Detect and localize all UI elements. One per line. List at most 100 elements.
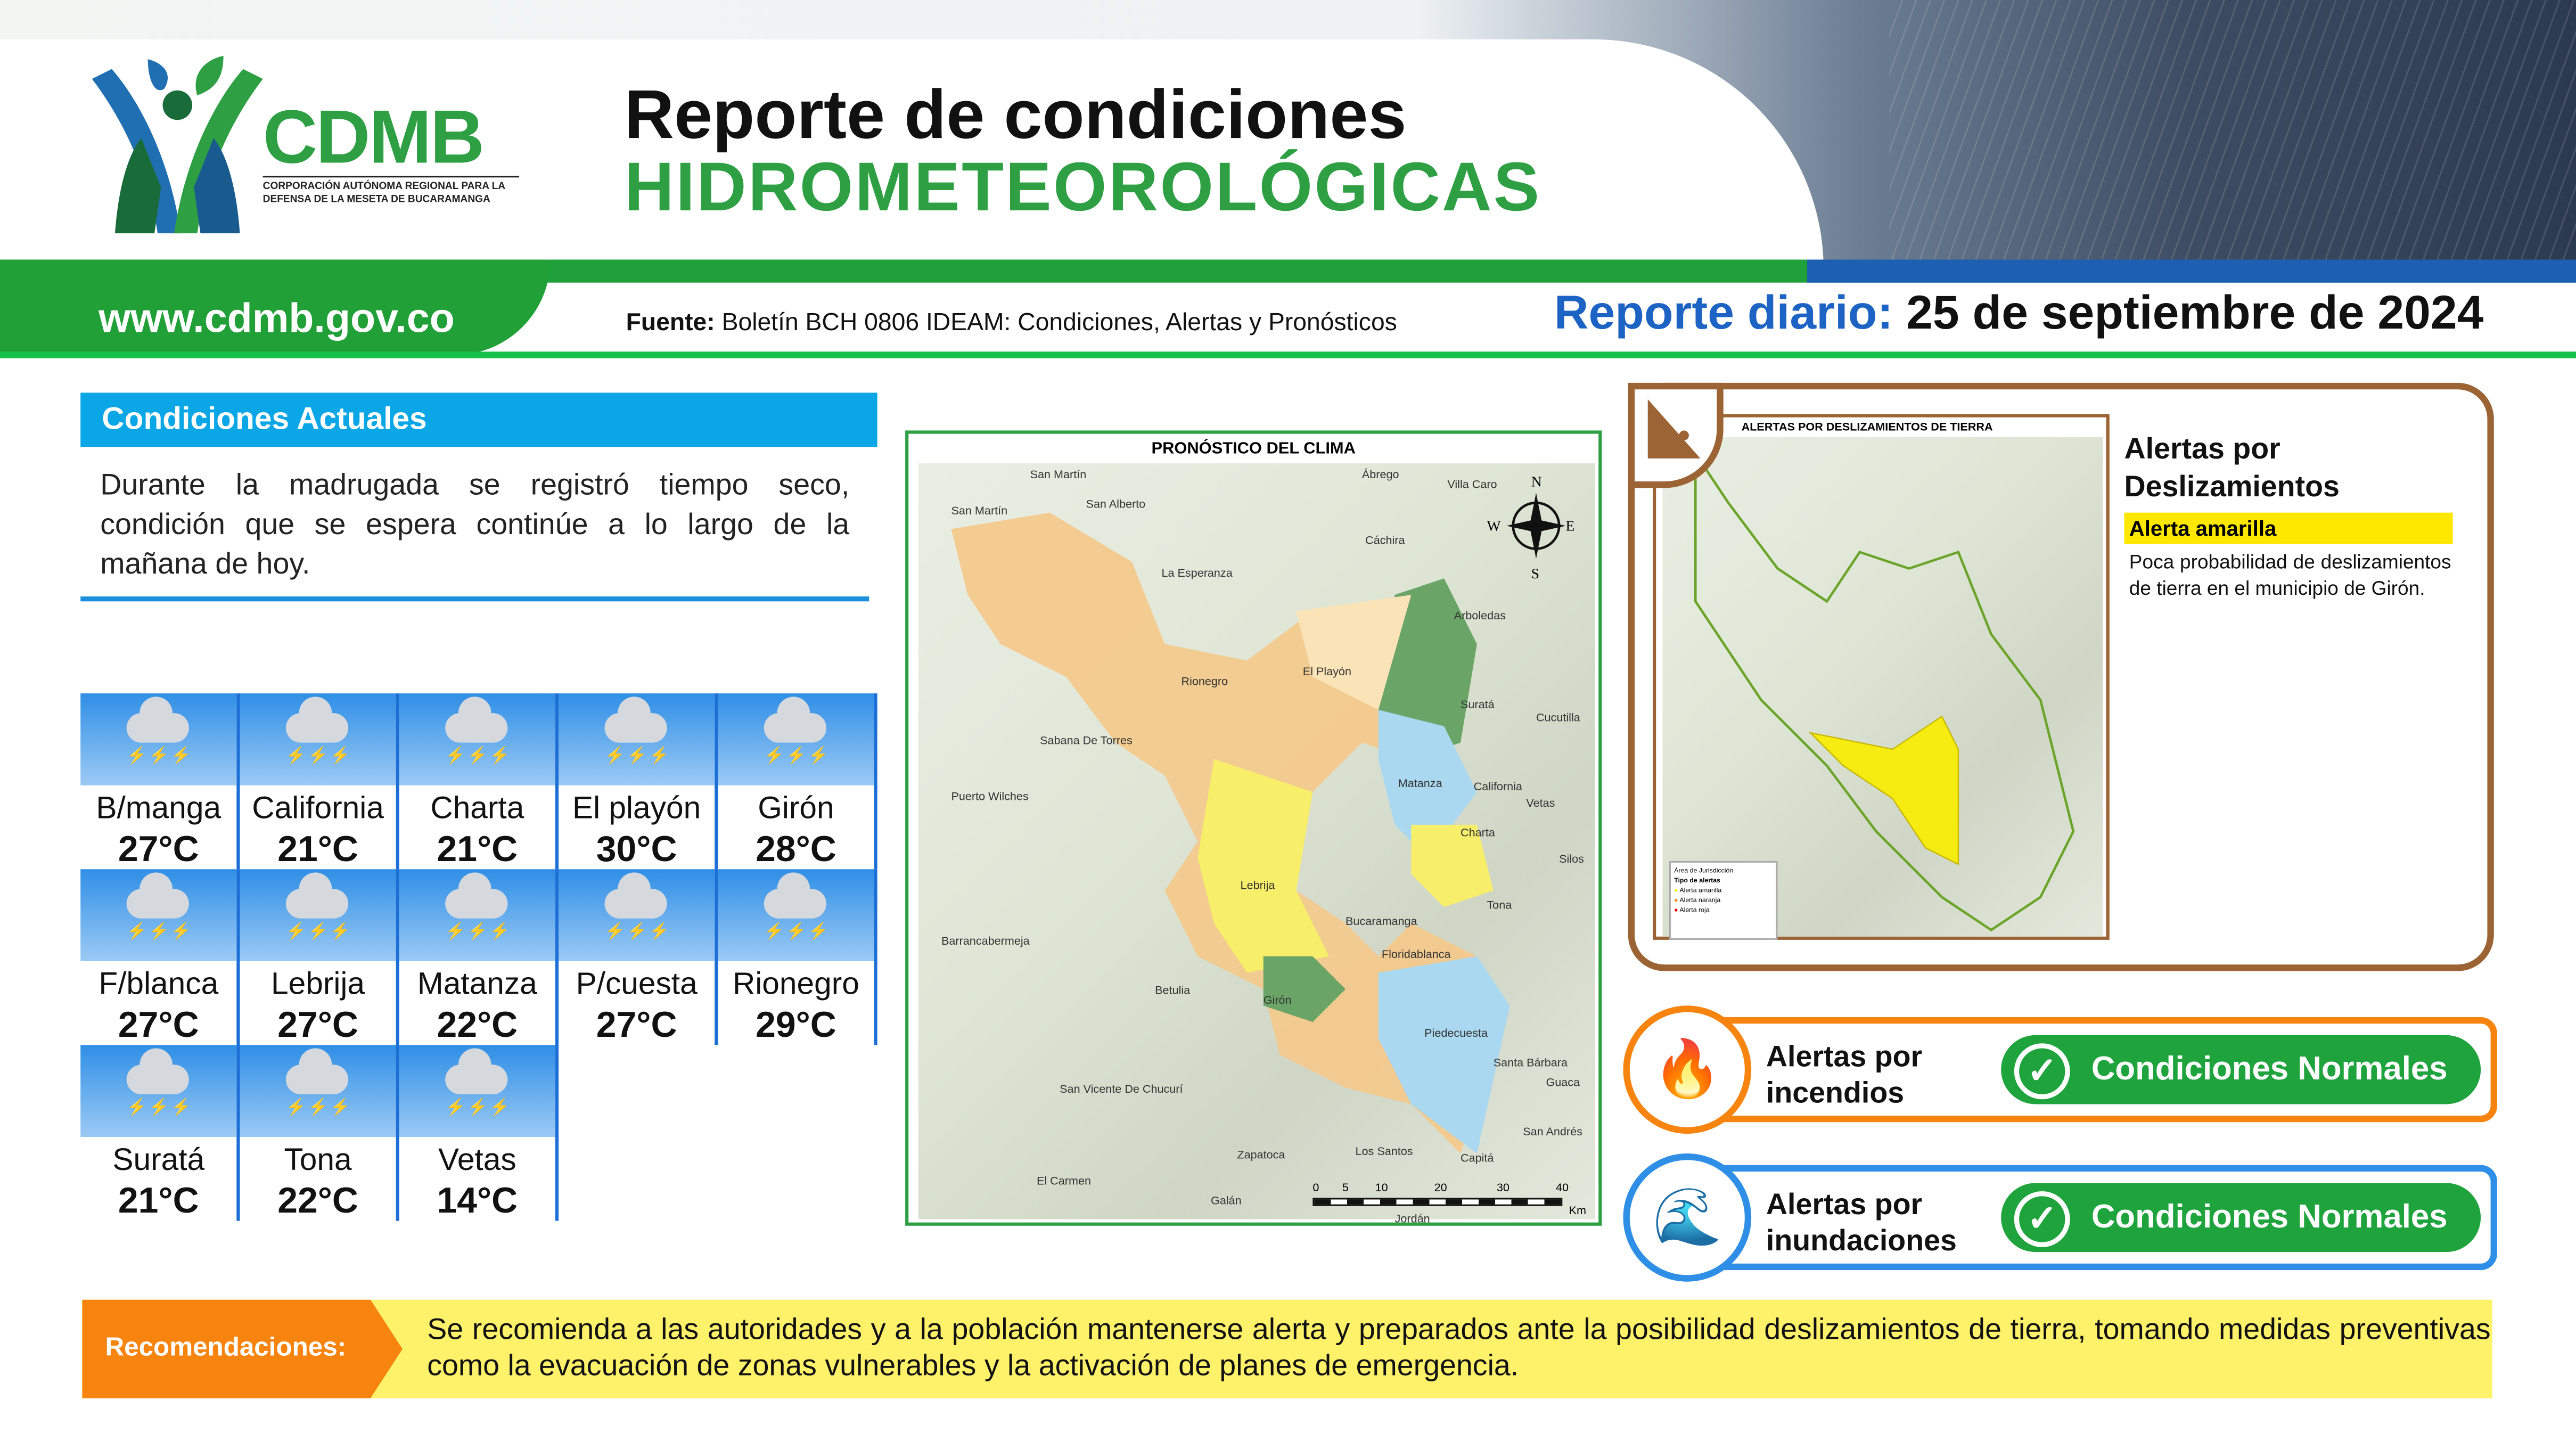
station-name: Lebrija xyxy=(271,968,365,1003)
rain-icon: ⚡⚡⚡ xyxy=(764,747,831,766)
station-card: ⚡⚡⚡ P/cuesta 27°C xyxy=(559,869,718,1045)
weather-panel: ⚡⚡⚡ xyxy=(559,693,715,785)
map-place-label: Arboledas xyxy=(1454,611,1506,623)
map-place-label: Charta xyxy=(1461,828,1495,840)
fire-alert-panel xyxy=(1708,1017,2497,1123)
station-name: Tona xyxy=(284,1143,352,1178)
map-place-label: San Alberto xyxy=(1086,499,1146,511)
map-place-label: Zapatoca xyxy=(1237,1150,1285,1162)
map-place-label: Los Santos xyxy=(1355,1147,1413,1159)
map-place-label: Sabana De Torres xyxy=(1040,736,1133,748)
station-temp: 30°C xyxy=(596,828,677,870)
station-name: Suratá xyxy=(112,1143,205,1178)
weather-panel: ⚡⚡⚡ xyxy=(718,869,874,962)
station-card: ⚡⚡⚡ B/manga 27°C xyxy=(80,693,240,870)
station-name: California xyxy=(252,792,384,827)
station-temp: 14°C xyxy=(437,1180,518,1221)
header-panel xyxy=(0,39,1824,270)
weather-panel: ⚡⚡⚡ xyxy=(80,1045,237,1137)
station-card: ⚡⚡⚡ Charta 21°C xyxy=(399,693,559,870)
logo-text: CDMB xyxy=(262,93,485,179)
station-temp: 27°C xyxy=(118,828,199,870)
check-icon: ✓ xyxy=(2014,1043,2070,1100)
map-place-label: Piedecuesta xyxy=(1424,1028,1488,1041)
weather-panel: ⚡⚡⚡ xyxy=(240,693,396,785)
report-date-line: Reporte diario: 25 de septiembre de 2024 xyxy=(1554,288,2484,342)
weather-panel: ⚡⚡⚡ xyxy=(240,869,396,962)
fire-status-text: Condiciones Normales xyxy=(2091,1051,2448,1088)
recommendations-text: Se recomienda a las autoridades y a la p… xyxy=(427,1313,2491,1382)
source-label: Fuente: xyxy=(626,309,715,337)
map-place-label: El Playón xyxy=(1302,667,1352,679)
map-scale-bar: 0 5 10 20 30 40 Km xyxy=(1312,1183,1587,1218)
map-place-label: El Carmen xyxy=(1036,1176,1092,1188)
fire-icon: 🔥 xyxy=(1623,1005,1752,1134)
source-text: Boletín BCH 0806 IDEAM: Condiciones, Ale… xyxy=(721,309,1397,337)
station-temp: 27°C xyxy=(277,1004,358,1045)
weather-panel: ⚡⚡⚡ xyxy=(80,869,237,962)
flood-icon: 🌊 xyxy=(1623,1153,1752,1282)
fire-alert-label: Alertas por incendios xyxy=(1766,1040,1923,1109)
rain-icon: ⚡⚡⚡ xyxy=(604,923,671,942)
landslide-map-image: Área de Jurisdicción Tipo de alertas ● Al… xyxy=(1662,437,2103,940)
map-place-label: Villa Caro xyxy=(1447,479,1497,492)
landslide-alert-badge: Alerta amarilla xyxy=(2124,512,2453,544)
map-place-label: La Esperanza xyxy=(1161,568,1233,580)
weather-panel: ⚡⚡⚡ xyxy=(80,693,237,785)
map-place-label: San Martín xyxy=(1030,470,1087,482)
map-place-label: Cucutilla xyxy=(1536,713,1580,725)
forecast-map-image: San Martín San Martín San Alberto Ábrego Vil… xyxy=(918,463,1596,1226)
map-place-label: Puerto Wilches xyxy=(951,792,1029,804)
station-card: ⚡⚡⚡ F/blanca 27°C xyxy=(80,869,240,1045)
landslide-icon xyxy=(1628,382,1724,488)
station-card: ⚡⚡⚡ Tona 22°C xyxy=(240,1045,399,1221)
conditions-divider xyxy=(80,596,869,602)
recommendations-bar xyxy=(82,1299,2492,1398)
cloud-lightning-rain-icon xyxy=(285,1048,349,1094)
cloud-lightning-rain-icon xyxy=(764,872,827,919)
logo-divider xyxy=(262,176,520,178)
weather-panel: ⚡⚡⚡ xyxy=(240,1045,396,1137)
station-temp: 27°C xyxy=(118,1004,199,1045)
station-card: ⚡⚡⚡ El playón 30°C xyxy=(559,693,718,870)
conditions-text: Durante la madrugada se registró tiempo … xyxy=(100,468,850,580)
conditions-heading: Condiciones Actuales xyxy=(80,392,877,447)
station-name: Girón xyxy=(758,792,834,827)
station-card: ⚡⚡⚡ Suratá 21°C xyxy=(80,1045,240,1221)
station-card: ⚡⚡⚡ Rionegro 29°C xyxy=(718,869,877,1045)
weather-panel: ⚡⚡⚡ xyxy=(718,693,874,785)
weather-panel: ⚡⚡⚡ xyxy=(399,693,555,785)
map-place-label: Betulia xyxy=(1155,986,1191,997)
weather-panel: ⚡⚡⚡ xyxy=(559,869,715,962)
header-band-blue xyxy=(1807,259,2576,283)
flood-alert-panel xyxy=(1708,1165,2497,1271)
website-link[interactable]: www.cdmb.gov.co xyxy=(99,296,455,342)
cdmb-logo-icon xyxy=(79,55,276,240)
landslide-title: Alertas por Deslizamientos xyxy=(2124,432,2340,503)
report-label: Reporte diario: xyxy=(1554,287,1893,340)
map-place-label: Girón xyxy=(1263,995,1292,1008)
rain-icon: ⚡⚡⚡ xyxy=(285,747,352,766)
station-temp: 28°C xyxy=(756,828,836,870)
compass-rose-icon: N S E W xyxy=(1487,473,1575,582)
fire-status-badge: ✓ Condiciones Normales xyxy=(2001,1035,2481,1104)
cloud-lightning-rain-icon xyxy=(445,1048,508,1094)
cloud-lightning-rain-icon xyxy=(445,697,508,743)
map-place-label: Guaca xyxy=(1546,1078,1580,1090)
landslide-map: ALERTAS POR DESLIZAMIENTOS DE TIERRA Áre… xyxy=(1653,414,2110,940)
station-temp: 21°C xyxy=(437,828,518,870)
map-place-label: Barrancabermeja xyxy=(941,936,1030,948)
storm-image xyxy=(1889,0,2576,263)
flood-alert-label: Alertas por inundaciones xyxy=(1766,1188,1957,1257)
station-temp: 21°C xyxy=(277,828,358,870)
recommendations-label: Recomendaciones: xyxy=(82,1299,403,1398)
report-date: 25 de septiembre de 2024 xyxy=(1906,287,2484,340)
map-place-label: Matanza xyxy=(1398,779,1442,791)
rain-icon: ⚡⚡⚡ xyxy=(126,923,193,942)
header-underline xyxy=(0,351,2576,358)
landslide-alert-panel xyxy=(1628,382,2494,971)
weather-panel: ⚡⚡⚡ xyxy=(399,1045,555,1137)
forecast-map: PRONÓSTICO DEL CLIMA San Martín San Martí… xyxy=(905,430,1602,1226)
landslide-map-title: ALERTAS POR DESLIZAMIENTOS DE TIERRA xyxy=(1741,422,1993,434)
map-place-label: Silos xyxy=(1559,854,1585,866)
